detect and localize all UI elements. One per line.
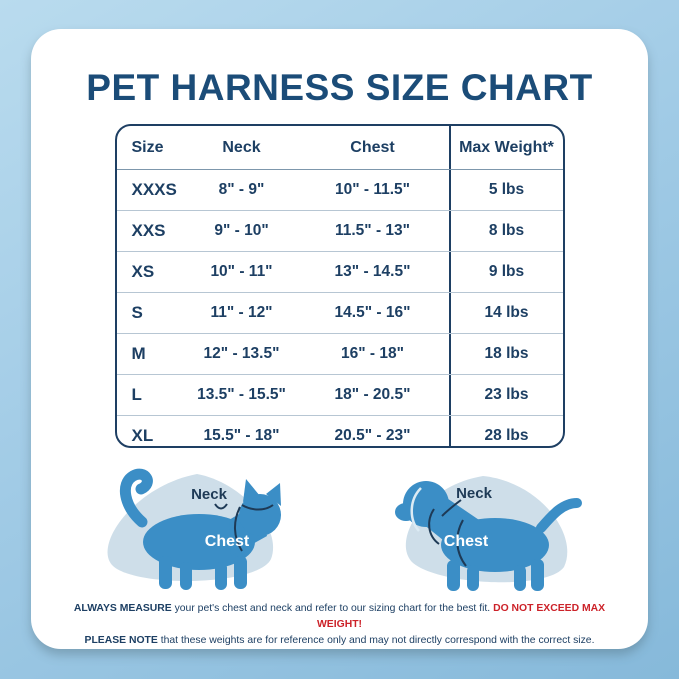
cat-neck-label: Neck [191,486,228,503]
dog-silhouette-icon: Neck Chest [395,475,582,591]
chest-cell: 10" - 11.5" [334,181,411,198]
header-max-weight: Max Weight* [448,126,563,169]
max-weight-cell: 18 lbs [448,334,563,374]
page-title: PET HARNESS SIZE CHART [86,67,593,108]
neck-cell: 10" - 11" [210,263,273,280]
footnote-line-1: ALWAYS MEASURE your pet's chest and neck… [74,603,605,630]
size-cell: S [131,303,143,322]
max-weight-cell: 8 lbs [448,211,563,251]
dog-chest-label: Chest [444,533,489,550]
size-cell: L [131,385,142,404]
dog-illustration: Neck Chest [371,458,606,596]
size-cell: XS [131,262,155,281]
size-chart-card: PET HARNESS SIZE CHART Size Neck Chest M… [31,29,648,649]
table-row: XL 15.5" - 18" 20.5" - 23" 28 lbs [116,415,563,446]
chest-cell: 16" - 18" [341,345,404,362]
table-row: XS 10" - 11" 13" - 14.5" 9 lbs [116,251,563,292]
table-row: XXS 9" - 10" 11.5" - 13" 8 lbs [116,210,563,251]
footnote-line-2: PLEASE NOTE that these weights are for r… [85,635,595,646]
cat-silhouette-icon: Neck Chest [107,468,281,590]
table-row: L 13.5" - 15.5" 18" - 20.5" 23 lbs [116,374,563,415]
chest-cell: 11.5" - 13" [334,222,411,239]
max-weight-cell: 9 lbs [448,252,563,292]
neck-cell: 15.5" - 18" [203,427,280,444]
neck-cell: 9" - 10" [214,222,269,239]
table-row: M 12" - 13.5" 16" - 18" 18 lbs [116,333,563,374]
max-weight-cell: 14 lbs [448,293,563,333]
chest-cell: 18" - 20.5" [334,386,411,403]
max-weight-cell: 28 lbs [448,416,563,446]
dog-neck-label: Neck [456,485,493,502]
always-measure-text: ALWAYS MEASURE [73,602,172,614]
max-weight-cell: 23 lbs [448,375,563,415]
size-cell: XXXS [131,180,177,199]
measure-instruction-text: your pet's chest and neck and refer to o… [171,602,494,614]
size-cell: XL [131,426,154,445]
please-note-text: PLEASE NOTE [84,634,158,646]
neck-cell: 11" - 12" [210,304,273,321]
size-cell: XXS [131,221,166,240]
neck-cell: 12" - 13.5" [203,345,280,362]
note-text: that these weights are for reference onl… [157,634,595,646]
neck-cell: 8" - 9" [218,181,265,198]
footnote: ALWAYS MEASURE your pet's chest and neck… [31,601,648,649]
max-weight-cell: 5 lbs [448,170,563,210]
max-weight-warning-text: DO NOT EXCEED MAX WEIGHT! [316,602,606,630]
table-row: XXXS 8" - 9" 10" - 11.5" 5 lbs [116,169,563,210]
cat-illustration: Neck Chest [79,458,314,596]
measurement-illustrations: Neck Chest [31,458,648,596]
size-table: Size Neck Chest Max Weight* XXXS 8" - 9"… [114,124,565,448]
table-header-row: Size Neck Chest Max Weight* [117,126,563,169]
header-size: Size [131,138,164,156]
chest-cell: 13" - 14.5" [334,263,411,280]
header-chest: Chest [350,138,395,156]
table-row: S 11" - 12" 14.5" - 16" 14 lbs [116,292,563,333]
neck-cell: 13.5" - 15.5" [197,386,286,403]
size-cell: M [131,344,146,363]
cat-chest-label: Chest [205,533,250,550]
chest-cell: 20.5" - 23" [334,427,411,444]
header-neck: Neck [222,138,261,156]
chest-cell: 14.5" - 16" [334,304,411,321]
